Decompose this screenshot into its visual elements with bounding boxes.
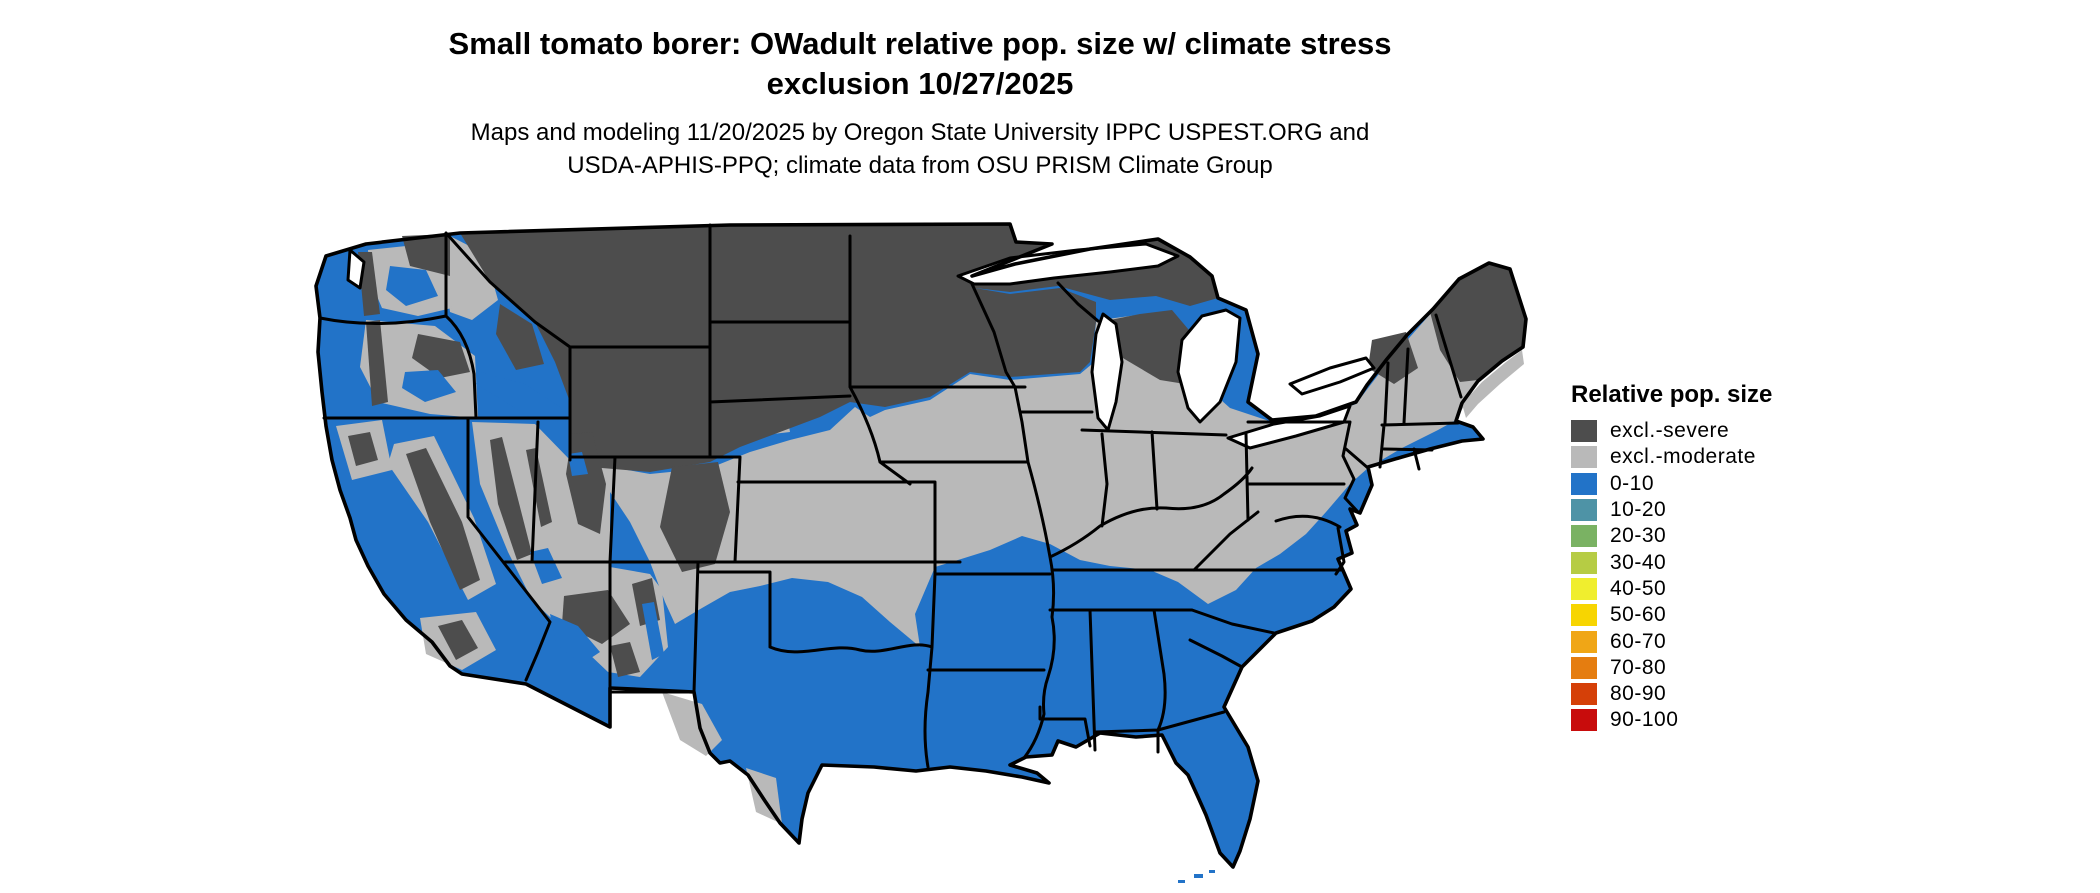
- national-outline: [314, 222, 1528, 869]
- legend-item: 0-10: [1571, 471, 1772, 497]
- legend-swatch: [1571, 656, 1597, 679]
- legend-swatch: [1571, 604, 1597, 627]
- legend-item-label: 80-90: [1610, 682, 1667, 706]
- legend-item-label: 50-60: [1610, 603, 1667, 627]
- florida-keys-dot: [1194, 874, 1203, 878]
- map-region-excl-severe: [348, 224, 1526, 677]
- title-line-1: Small tomato borer: OWadult relative pop…: [448, 26, 1392, 61]
- legend-item: 60-70: [1571, 628, 1772, 654]
- us-map-svg: [314, 222, 1528, 883]
- legend-item-label: 70-80: [1610, 655, 1667, 679]
- legend-item-label: 30-40: [1610, 550, 1667, 574]
- us-climate-map: [310, 222, 1530, 888]
- legend-swatch: [1571, 472, 1597, 495]
- legend-item: 90-100: [1571, 707, 1772, 733]
- legend-item: 50-60: [1571, 602, 1772, 628]
- legend-swatch: [1571, 499, 1597, 522]
- legend-swatch: [1571, 551, 1597, 574]
- legend-item: 40-50: [1571, 576, 1772, 602]
- legend-item-label: 90-100: [1610, 708, 1679, 732]
- credits-line-1: Maps and modeling 11/20/2025 by Oregon S…: [470, 119, 1370, 146]
- legend-swatch: [1571, 446, 1597, 469]
- florida-keys-dot: [1209, 870, 1215, 873]
- great-lakes: [346, 242, 1376, 450]
- legend-items: excl.-severe excl.-moderate 0-10 10-20 20-30…: [1571, 418, 1772, 734]
- legend-item: 10-20: [1571, 497, 1772, 523]
- lake-superior: [956, 242, 1180, 286]
- title-line-2: exclusion 10/27/2025: [766, 66, 1074, 101]
- credits-line-2: USDA-APHIS-PPQ; climate data from OSU PR…: [567, 152, 1273, 179]
- lake-ontario: [1288, 356, 1376, 396]
- legend-item: excl.-moderate: [1571, 444, 1772, 470]
- legend-swatch: [1571, 525, 1597, 548]
- legend: Relative pop. size excl.-severe excl.-mod…: [1571, 381, 1772, 734]
- map-credits: Maps and modeling 11/20/2025 by Oregon S…: [0, 116, 1840, 182]
- page-title: Small tomato borer: OWadult relative pop…: [0, 24, 1840, 104]
- legend-swatch: [1571, 420, 1597, 443]
- legend-item-label: excl.-severe: [1610, 419, 1730, 443]
- legend-item: 30-40: [1571, 549, 1772, 575]
- legend-item-label: 40-50: [1610, 576, 1667, 600]
- legend-item-label: 0-10: [1610, 471, 1655, 495]
- legend-swatch: [1571, 577, 1597, 600]
- legend-item-label: 20-30: [1610, 524, 1667, 548]
- legend-swatch: [1571, 630, 1597, 653]
- legend-item: excl.-severe: [1571, 418, 1772, 444]
- legend-swatch: [1571, 683, 1597, 706]
- florida-keys-dot: [1178, 880, 1185, 883]
- legend-item-label: 60-70: [1610, 629, 1667, 653]
- legend-title: Relative pop. size: [1571, 381, 1773, 408]
- map-region-pop-0-10-valleys: [386, 266, 664, 664]
- legend-item-label: excl.-moderate: [1610, 445, 1756, 469]
- state-borders: [318, 223, 1463, 769]
- legend-item: 70-80: [1571, 655, 1772, 681]
- puget-sound: [346, 248, 366, 290]
- legend-item-label: 10-20: [1610, 498, 1667, 522]
- legend-item: 20-30: [1571, 523, 1772, 549]
- legend-swatch: [1571, 709, 1597, 732]
- lake-huron: [1176, 308, 1242, 424]
- legend-item: 80-90: [1571, 681, 1772, 707]
